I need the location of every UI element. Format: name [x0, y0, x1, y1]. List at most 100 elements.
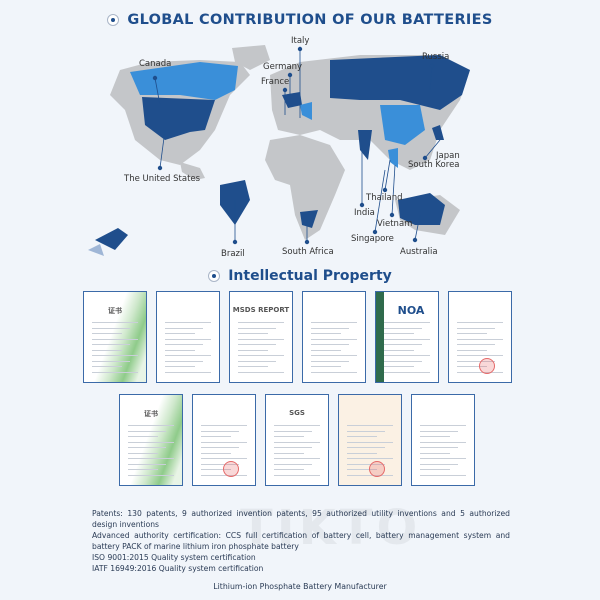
certificate-thumbnail[interactable]: SGS	[265, 394, 329, 486]
text-line	[420, 474, 466, 476]
text-line	[384, 371, 430, 373]
text-line	[384, 355, 430, 356]
text-line	[347, 458, 393, 459]
text-line	[92, 333, 122, 334]
text-line	[238, 355, 284, 356]
text-line	[128, 463, 166, 465]
label-thailand: Thailand	[366, 193, 403, 203]
label-germany: Germany	[263, 62, 303, 72]
text-line	[165, 344, 203, 345]
text-line	[311, 333, 341, 334]
label-south-africa: South Africa	[282, 247, 334, 257]
text-line	[311, 366, 341, 367]
australia-highlight	[398, 193, 445, 225]
certificate-thumbnail[interactable]	[448, 291, 512, 383]
greenland-land	[232, 45, 270, 70]
italy-highlight	[300, 102, 312, 120]
text-line	[274, 474, 320, 476]
label-japan: Japan	[436, 151, 460, 161]
japan-highlight	[432, 125, 444, 140]
decorative-shape	[95, 228, 128, 250]
text-line	[347, 452, 377, 454]
description-block: Patents: 130 patents, 9 authorized inven…	[92, 508, 510, 574]
text-line	[457, 349, 487, 351]
section-title-ip: Intellectual Property	[0, 268, 600, 284]
text-line	[384, 333, 414, 334]
text-line	[274, 436, 304, 437]
bullet-icon	[208, 270, 221, 282]
russia-highlight	[330, 55, 470, 110]
text-line	[165, 338, 211, 340]
text-line	[201, 469, 231, 470]
certificate-thumbnail[interactable]	[156, 291, 220, 383]
text-line	[165, 327, 203, 329]
text-line	[201, 463, 239, 465]
certificate-heading: 证书	[108, 307, 122, 315]
central-america-land	[180, 162, 205, 180]
label-singapore: Singapore	[351, 234, 394, 244]
iso-text: ISO 9001:2015 Quality system certificati…	[92, 553, 256, 562]
patents-text: Patents: 130 patents, 9 authorized inven…	[92, 509, 510, 529]
text-line	[165, 333, 195, 334]
text-line	[384, 327, 422, 329]
label-united-states: The United States	[124, 174, 201, 184]
watermark: TIKTO	[240, 500, 422, 556]
label-france: France	[261, 77, 290, 87]
text-line	[274, 463, 312, 465]
certificate-thumbnail[interactable]: MSDS REPORT	[229, 291, 293, 383]
text-line	[420, 463, 458, 465]
united-states-highlight	[142, 97, 215, 140]
certificate-thumbnail[interactable]: 证书	[83, 291, 147, 383]
label-south-korea: South Korea	[408, 160, 460, 170]
text-line	[347, 469, 377, 470]
text-line	[201, 447, 239, 448]
text-line	[238, 322, 284, 323]
text-line	[384, 360, 422, 362]
text-line	[274, 469, 304, 470]
text-line	[238, 344, 276, 345]
text-line	[128, 469, 158, 470]
text-line	[201, 458, 247, 459]
certificate-thumbnail[interactable]: 证书	[119, 394, 183, 486]
label-russia: Russia	[422, 52, 450, 62]
text-line	[457, 327, 495, 329]
text-line	[311, 344, 349, 345]
southeast-asia-highlight	[388, 148, 398, 168]
text-line	[420, 441, 466, 443]
text-line	[274, 452, 304, 454]
text-line	[128, 452, 158, 454]
text-line	[384, 322, 430, 323]
south-africa-highlight	[300, 210, 318, 228]
text-line	[420, 452, 450, 454]
label-brazil: Brazil	[221, 249, 245, 259]
text-line	[347, 436, 377, 437]
stamp-icon	[223, 461, 239, 477]
text-line	[165, 366, 195, 367]
text-line	[457, 344, 495, 345]
india-highlight	[358, 130, 372, 160]
certificate-thumbnail[interactable]	[192, 394, 256, 486]
text-line	[238, 333, 268, 334]
iatf-text: IATF 16949:2016 Quality system certifica…	[92, 564, 264, 573]
label-india: India	[354, 208, 375, 218]
certificate-thumbnail[interactable]: NOA	[375, 291, 439, 383]
certificate-thumbnail[interactable]	[302, 291, 366, 383]
text-line	[201, 430, 239, 432]
certificate-thumbnail[interactable]	[411, 394, 475, 486]
certificate-heading: MSDS REPORT	[232, 306, 290, 314]
text-line	[92, 322, 138, 323]
text-line	[274, 425, 320, 426]
text-line	[274, 430, 312, 432]
certificate-thumbnail[interactable]	[338, 394, 402, 486]
text-line	[128, 430, 166, 432]
text-line	[201, 436, 231, 437]
text-line	[347, 447, 385, 448]
text-line	[238, 360, 276, 362]
authority-cert-text: Advanced authority certification: CCS fu…	[92, 531, 510, 551]
text-line	[128, 441, 174, 443]
text-line	[384, 349, 414, 351]
label-vietnam: Vietnam	[377, 219, 413, 229]
text-line	[457, 366, 487, 367]
text-line	[238, 366, 268, 367]
text-line	[420, 447, 458, 448]
